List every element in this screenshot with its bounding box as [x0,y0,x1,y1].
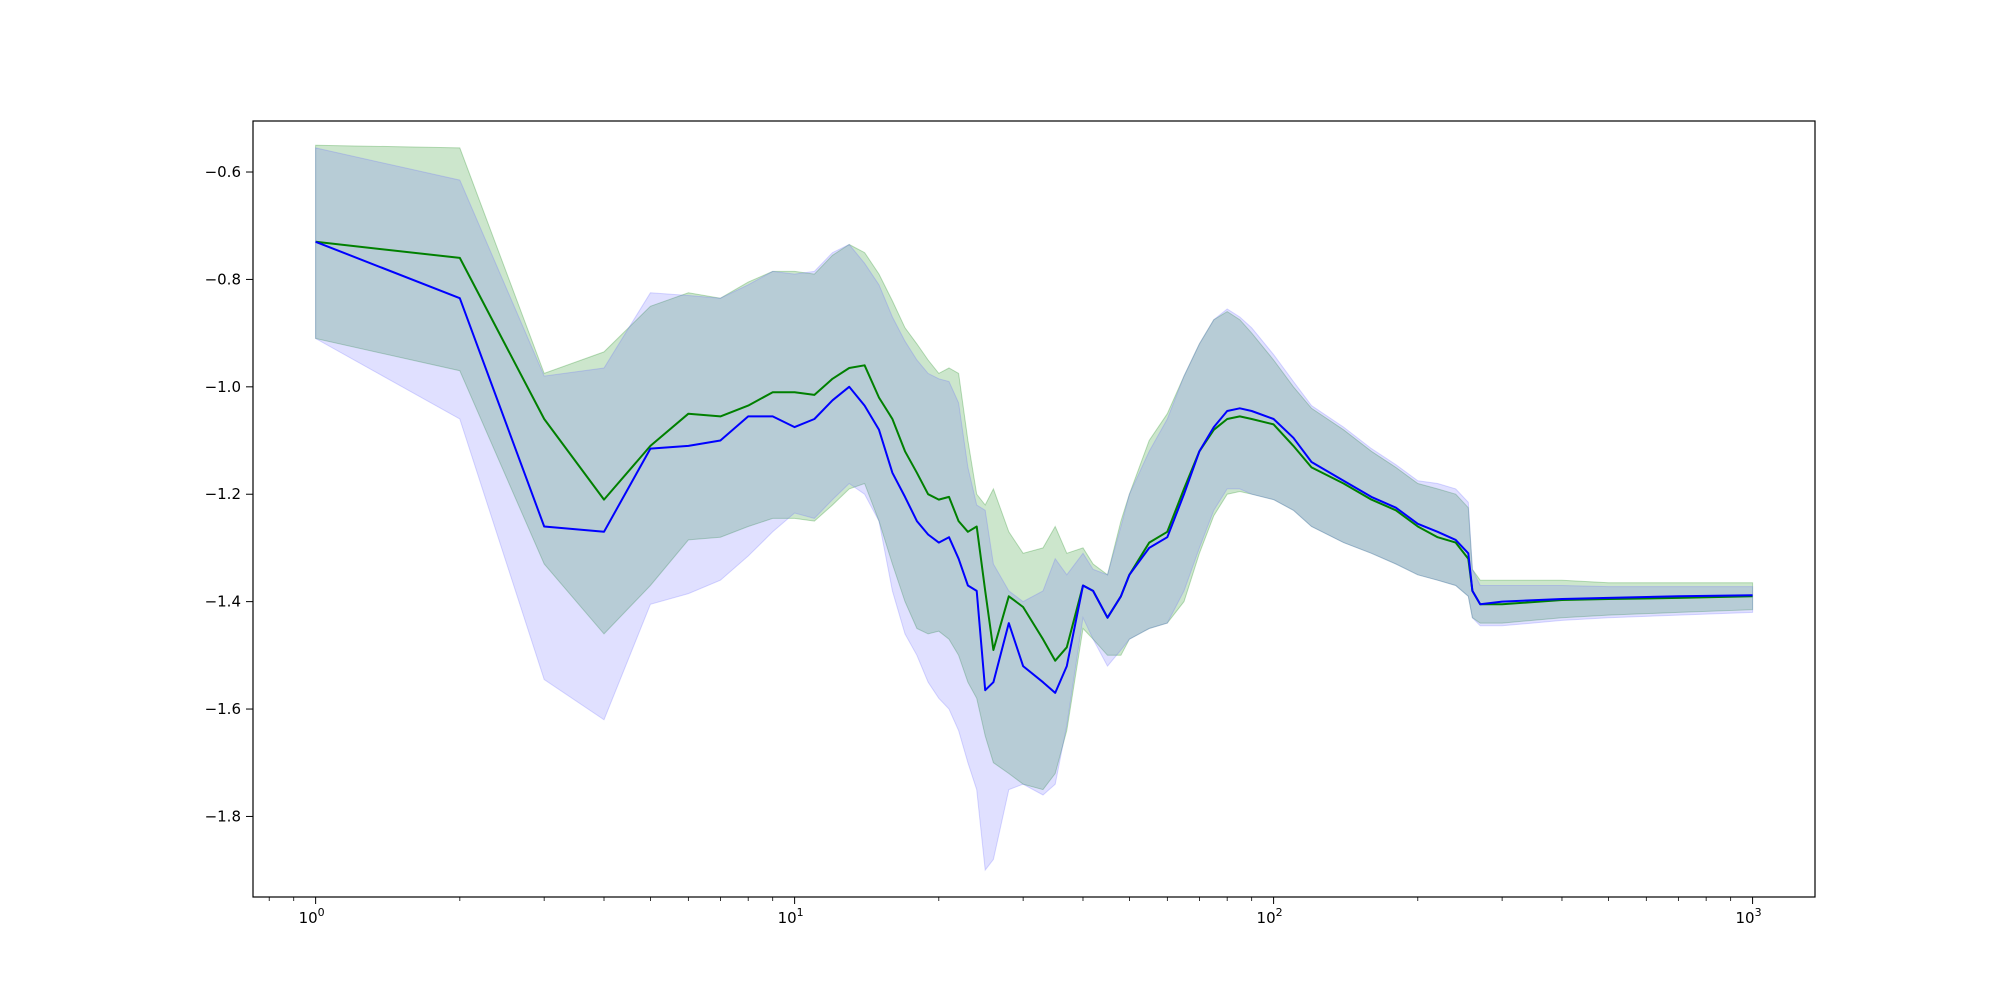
x-tick-exponent: 0 [318,906,325,919]
y-tick-label: −0.8 [205,270,241,288]
y-tick-label: −1.2 [205,485,241,503]
x-tick-exponent: 3 [1755,906,1762,919]
y-tick-label: −1.0 [205,378,241,396]
band-series-1 [315,144,1754,791]
x-tick-base: 10 [299,909,318,927]
x-tick-base: 10 [1257,909,1276,927]
y-tick-label: −1.6 [205,700,241,718]
y-axis: −0.6 −0.8 −1.0 −1.2 −1.4 −1.6 −1.8 [205,163,253,825]
x-axis: 100 101 102 103 [268,897,1762,927]
line-series-2 [315,240,1753,694]
series-lines [315,240,1753,694]
x-tick-label: 101 [778,906,804,927]
x-tick-exponent: 1 [797,906,804,919]
band-series-2 [315,147,1754,872]
x-tick-label: 102 [1257,906,1283,927]
y-tick-label: −1.4 [205,593,241,611]
y-tick-label: −1.8 [205,807,241,825]
x-tick-label: 100 [299,906,325,927]
x-tick-base: 10 [1736,909,1755,927]
x-tick-label: 103 [1736,906,1762,927]
x-tick-exponent: 2 [1276,906,1283,919]
y-tick-label: −0.6 [205,163,241,181]
confidence-bands [315,144,1754,872]
x-tick-base: 10 [778,909,797,927]
line-series-1 [315,240,1753,662]
plot-frame [252,120,1816,898]
